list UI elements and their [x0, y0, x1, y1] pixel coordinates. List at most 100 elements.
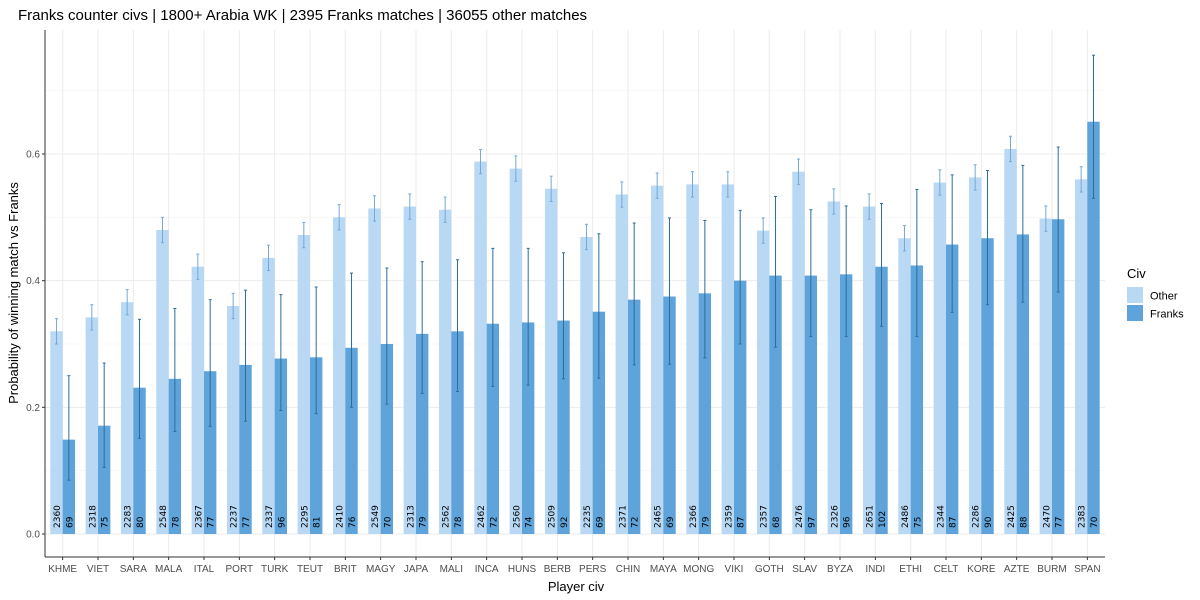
count-label-other: 2337: [265, 505, 275, 528]
bar-other: [615, 194, 628, 535]
bar-franks: [310, 357, 323, 534]
count-label-franks: 79: [419, 516, 429, 528]
x-tick-label: MALI: [440, 564, 463, 575]
count-label-franks: 72: [631, 517, 641, 528]
bar-other: [898, 238, 911, 534]
y-tick-label: 0.2: [26, 403, 40, 414]
bar-other: [509, 168, 522, 535]
bars: [50, 121, 1100, 535]
x-tick-label: HUNS: [508, 564, 537, 575]
legend-label-other: Other: [1150, 291, 1178, 303]
bar-franks: [840, 274, 853, 534]
count-label-franks: 70: [1090, 516, 1100, 528]
count-label-other: 2562: [442, 505, 452, 528]
x-tick-label: JAPA: [404, 564, 429, 575]
bar-other: [368, 208, 381, 534]
x-tick-label: GOTH: [755, 564, 784, 575]
x-tick-label: PORT: [226, 564, 254, 575]
bar-other: [580, 236, 593, 534]
bar-other: [156, 230, 169, 534]
count-label-other: 2509: [548, 505, 558, 528]
count-label-other: 2470: [1042, 505, 1052, 528]
bar-other: [191, 266, 204, 534]
count-label-other: 2313: [406, 505, 416, 528]
legend-swatch-other: [1127, 287, 1143, 303]
bar-franks: [204, 371, 217, 534]
count-label-other: 2486: [901, 505, 911, 528]
bar-other: [1074, 179, 1088, 535]
count-label-other: 2235: [583, 505, 593, 528]
bar-franks: [1087, 121, 1100, 534]
x-tick-label: CHIN: [616, 564, 640, 575]
bar-other: [403, 206, 416, 535]
bar-franks: [875, 266, 888, 534]
bar-other: [792, 171, 805, 534]
bar-franks: [769, 275, 782, 534]
count-label-other: 2560: [512, 505, 522, 528]
bar-other: [721, 184, 734, 534]
count-label-other: 2318: [88, 505, 98, 528]
count-label-other: 2326: [830, 505, 840, 528]
count-label-franks: 87: [949, 517, 959, 528]
count-label-other: 2360: [53, 505, 63, 528]
count-label-other: 2237: [230, 505, 240, 528]
count-label-franks: 68: [772, 516, 782, 528]
legend-label-franks: Franks: [1150, 309, 1184, 321]
count-label-franks: 87: [737, 517, 747, 528]
legend: Civ Other Franks: [1127, 266, 1184, 321]
bar-franks: [1016, 234, 1030, 534]
x-tick-label: BRIT: [334, 564, 357, 575]
bar-other: [827, 201, 840, 534]
count-label-other: 2425: [1007, 505, 1017, 528]
count-label-other: 2651: [866, 505, 876, 528]
count-label-franks: 76: [348, 516, 358, 528]
bar-other: [50, 331, 63, 534]
count-label-other: 2283: [124, 505, 134, 528]
bar-other: [756, 230, 770, 534]
bar-franks: [804, 275, 818, 534]
x-tick-label: MONG: [683, 564, 714, 575]
y-tick-label: 0.0: [26, 530, 40, 541]
bar-franks: [910, 265, 924, 534]
error-bars: [54, 54, 1096, 481]
x-tick-label: ITAL: [194, 564, 215, 575]
x-tick-label: BERB: [544, 564, 572, 575]
x-tick-label: KHME: [48, 564, 77, 575]
count-label-other: 2383: [1078, 505, 1088, 528]
bar-franks: [98, 425, 111, 534]
count-label-franks: 70: [383, 516, 393, 528]
x-tick-label: SLAV: [792, 564, 817, 575]
bar-franks: [557, 320, 570, 534]
bar-franks: [62, 439, 76, 534]
bar-other: [1004, 148, 1017, 534]
bar-other: [862, 206, 876, 535]
x-tick-label: CELT: [934, 564, 959, 575]
count-label-other: 2366: [689, 505, 699, 528]
count-label-franks: 78: [171, 516, 181, 528]
count-label-franks: 69: [65, 516, 75, 528]
x-tick-label: INDI: [865, 564, 885, 575]
count-label-franks: 75: [101, 517, 111, 528]
bar-other: [262, 257, 275, 534]
count-label-franks: 81: [313, 517, 323, 528]
bar-other: [1039, 218, 1052, 534]
x-tick-label: TURK: [261, 564, 289, 575]
bar-other: [438, 209, 452, 534]
count-label-franks: 74: [525, 516, 535, 528]
bar-franks: [522, 322, 535, 534]
x-tick-label: KORE: [967, 564, 996, 575]
x-tick-label: TEUT: [297, 564, 323, 575]
count-label-other: 2286: [972, 505, 982, 528]
bar-franks: [698, 293, 712, 534]
bar-other: [120, 302, 134, 534]
count-label-other: 2367: [194, 505, 204, 528]
count-label-franks: 80: [136, 516, 146, 528]
count-label-franks: 102: [878, 511, 888, 528]
count-label-franks: 96: [277, 516, 287, 528]
bar-franks: [380, 344, 394, 534]
count-label-franks: 92: [560, 517, 570, 528]
x-tick-label: SARA: [120, 564, 148, 575]
count-label-other: 2344: [936, 505, 946, 528]
bar-other: [226, 306, 240, 534]
bar-franks: [946, 244, 959, 535]
